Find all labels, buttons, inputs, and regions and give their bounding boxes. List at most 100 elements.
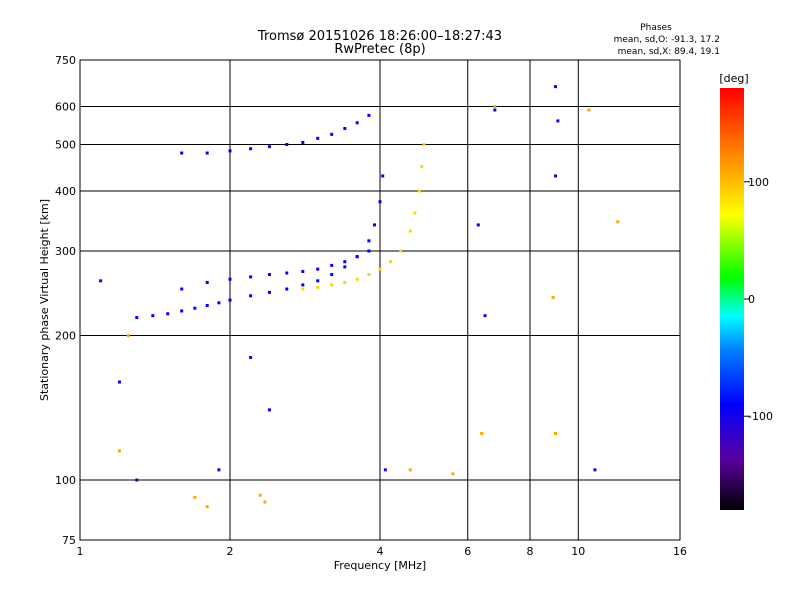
grid [80,60,680,540]
data-point [285,271,289,275]
data-point [263,500,267,504]
y-tick-label: 75 [62,534,76,547]
data-point [180,151,184,155]
y-tick-label: 750 [55,54,76,67]
data-point [383,468,387,472]
data-point [151,314,155,318]
data-point [267,290,271,294]
data-point [117,380,121,384]
data-point [180,309,184,313]
data-point [373,223,377,227]
data-point [378,200,382,204]
data-point [330,263,334,267]
data-point [249,275,253,279]
data-point [193,495,197,499]
data-point [267,408,271,412]
y-tick-label: 500 [55,139,76,152]
data-point [343,265,347,269]
data-point [316,267,320,271]
data-point [408,468,412,472]
data-point [301,283,305,287]
data-point [330,273,334,277]
data-point [355,121,359,125]
data-point [556,119,560,123]
data-point [135,478,139,482]
data-point [217,468,221,472]
data-point [493,105,497,109]
data-point [493,108,497,112]
data-point [330,132,334,136]
data-point [316,136,320,140]
stats-line-x: mean, sd,X: 89.4, 19.1 [618,47,720,57]
colorbar-tick-label: 100 [748,176,769,189]
data-point [417,189,421,193]
colorbar-tick-label: 0 [748,293,755,306]
data-point [480,432,484,436]
stats-heading: Phases [640,23,672,33]
data-point [343,260,347,264]
colorbar-label: [deg] [719,72,748,85]
data-point [408,229,412,233]
data-point [301,269,305,273]
data-point [378,267,382,271]
y-tick-label: 400 [55,185,76,198]
y-tick-label: 200 [55,330,76,343]
data-point [316,285,320,289]
data-point [249,355,253,359]
x-tick-label: 16 [673,545,687,558]
y-tick-label: 300 [55,245,76,258]
data-point [228,298,232,302]
data-point [355,277,359,281]
data-point [180,287,184,291]
x-tick-label: 6 [464,545,471,558]
x-tick-label: 10 [571,545,585,558]
data-point [135,316,139,320]
data-point [343,280,347,284]
data-point [117,449,121,453]
x-axis-ticks: 1 2 4 6 8 10 16 [77,545,688,558]
x-tick-label: 8 [527,545,534,558]
data-point [553,85,557,89]
x-axis-label: Frequency [MHz] [334,559,426,572]
data-point [193,306,197,310]
data-point [258,493,262,497]
plot-area-frame [79,59,681,541]
data-point [355,255,359,259]
data-point [301,140,305,144]
x-tick-label: 4 [377,545,384,558]
data-point [367,113,371,117]
stats-line-o: mean, sd,O: -91.3, 17.2 [614,35,720,45]
data-point [205,280,209,284]
data-point [249,147,253,151]
data-point [389,260,393,264]
data-point [126,334,130,338]
data-point [367,273,371,277]
data-point [367,239,371,243]
data-point [399,249,403,253]
data-point [420,164,424,168]
x-tick-label: 2 [227,545,234,558]
data-point [267,273,271,277]
data-points [99,85,620,509]
y-axis-ticks: 75 100 200 300 400 500 600 750 [55,54,76,547]
colorbar-tick-label: -100 [748,410,773,423]
data-point [301,287,305,291]
colorbar [720,88,744,510]
data-point [593,468,597,472]
data-point [551,296,555,300]
data-point [205,151,209,155]
chart-subtitle: RwPretec (8p) [334,42,425,57]
data-point [553,174,557,178]
data-point [483,314,487,318]
data-point [413,211,417,215]
data-point [99,279,103,283]
data-point [476,223,480,227]
data-point [381,174,385,178]
data-point [553,432,557,436]
y-tick-label: 100 [55,474,76,487]
data-point [330,283,334,287]
y-tick-label: 600 [55,101,76,114]
data-point [267,145,271,149]
data-point [217,301,221,305]
